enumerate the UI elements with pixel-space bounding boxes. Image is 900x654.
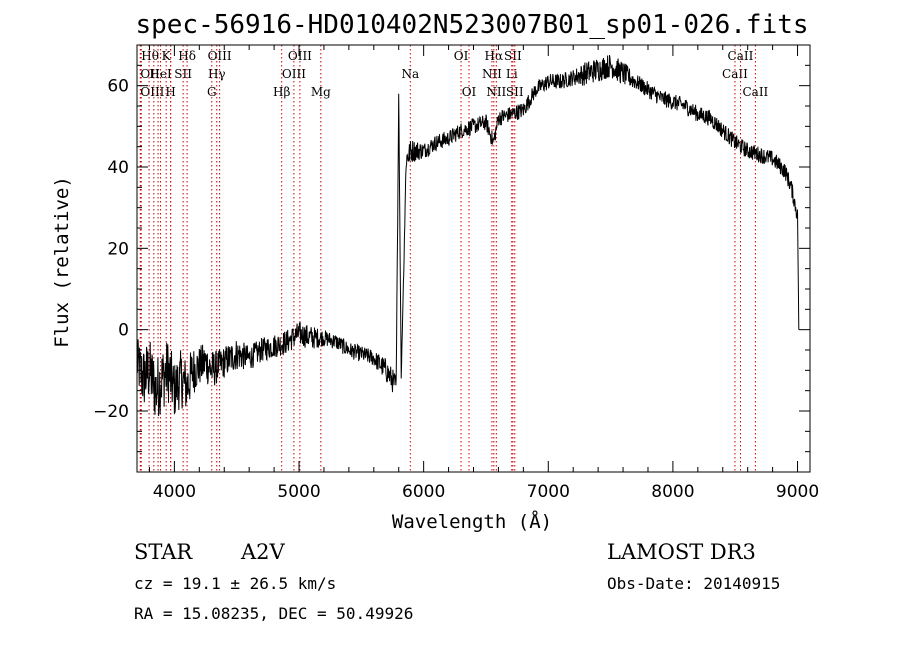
y-tick-label: 0 bbox=[118, 321, 129, 341]
spectral-line-label: Hθ bbox=[141, 49, 159, 63]
spectral-line-label: NII bbox=[482, 67, 502, 81]
object-class: STAR bbox=[134, 540, 193, 564]
spectral-subclass: A2V bbox=[240, 540, 286, 564]
spectral-line-label: OIII bbox=[288, 49, 312, 63]
spectral-line-label: OI bbox=[454, 49, 469, 63]
x-tick-label: 4000 bbox=[153, 482, 196, 502]
spectral-line-label: CaII bbox=[742, 85, 768, 99]
y-tick-label: 60 bbox=[107, 77, 129, 97]
spectral-line-label: OII bbox=[140, 67, 160, 81]
spectral-line-label: NII bbox=[486, 85, 506, 99]
chart-title: spec-56916-HD010402N523007B01_sp01-026.f… bbox=[135, 10, 808, 40]
x-tick-label: 8000 bbox=[651, 482, 694, 502]
spectral-line-label: Li bbox=[506, 67, 518, 81]
spectral-line-label: Hγ bbox=[208, 67, 226, 81]
x-tick-label: 9000 bbox=[776, 482, 819, 502]
spectral-line-label: OIII bbox=[208, 49, 232, 63]
spectral-line-label: Hα bbox=[485, 49, 504, 63]
sky-coordinates: RA = 15.08235, DEC = 50.49926 bbox=[134, 604, 413, 623]
spectral-line-label: K bbox=[162, 49, 172, 63]
y-tick-label: −20 bbox=[93, 402, 129, 422]
spectral-line-label: CaII bbox=[728, 49, 754, 63]
y-tick-label: 20 bbox=[107, 239, 129, 259]
spectral-line-label: SII bbox=[174, 67, 192, 81]
x-tick-label: 5000 bbox=[277, 482, 320, 502]
survey-release: LAMOST DR3 bbox=[607, 540, 756, 564]
spectral-line-label: CaII bbox=[722, 67, 748, 81]
spectral-line-label: Hβ bbox=[273, 85, 290, 99]
y-axis-label: Flux (relative) bbox=[51, 176, 73, 348]
redshift-velocity: cz = 19.1 ± 26.5 km/s bbox=[134, 574, 336, 593]
spectral-line-label: SII bbox=[506, 85, 524, 99]
spectral-line-label: OIII bbox=[282, 67, 306, 81]
spectral-line-label: SII bbox=[504, 49, 522, 63]
spectral-line-label: OIII bbox=[140, 85, 164, 99]
spectrum-trace bbox=[136, 55, 800, 417]
spectral-line-label: G bbox=[207, 85, 217, 99]
spectral-line-label: HeI bbox=[149, 67, 172, 81]
plot-area: Hθ OII OIII HeI K H SII Hδ Hγ G OIII Hβ OIII OIII Mg Na… bbox=[93, 44, 819, 502]
x-axis-label: Wavelength (Å) bbox=[392, 510, 552, 533]
observation-date: Obs-Date: 20140915 bbox=[607, 574, 780, 593]
spectral-line-label: OI bbox=[462, 85, 477, 99]
plot-frame bbox=[136, 44, 811, 473]
spectral-line-label: Hδ bbox=[178, 49, 196, 63]
x-tick-label: 6000 bbox=[402, 482, 445, 502]
spectral-line-label: Na bbox=[401, 67, 419, 81]
spectral-line-label: H bbox=[165, 85, 175, 99]
y-tick-label: 40 bbox=[107, 158, 129, 178]
x-tick-label: 7000 bbox=[527, 482, 570, 502]
spectral-line-label: Mg bbox=[311, 85, 331, 99]
